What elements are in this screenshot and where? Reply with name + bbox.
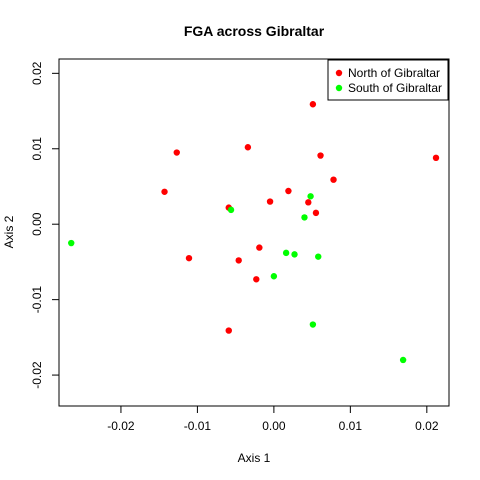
point-south — [301, 214, 308, 221]
point-south — [291, 251, 298, 258]
point-north — [244, 144, 252, 151]
point-south — [68, 239, 75, 247]
x-tick-label: -0.01 — [184, 419, 212, 433]
point-north — [305, 199, 312, 206]
point-south — [399, 356, 407, 364]
point-south — [307, 193, 314, 200]
legend-label-north: North of Gibraltar — [348, 66, 440, 80]
point-south — [227, 206, 235, 214]
point-north — [266, 198, 274, 205]
x-tick-label: 0.01 — [339, 419, 363, 433]
point-south — [270, 273, 278, 280]
point-north — [285, 187, 292, 195]
y-tick-label: 0.02 — [30, 61, 44, 85]
point-north — [317, 152, 324, 159]
y-axis-label: Axis 2 — [2, 215, 16, 248]
x-tick-label: 0.02 — [415, 419, 439, 433]
point-north — [330, 176, 337, 183]
x-axis-label: Axis 1 — [238, 451, 271, 465]
point-north — [173, 149, 180, 156]
legend: North of Gibraltar South of Gibraltar — [327, 59, 449, 101]
legend-box — [327, 59, 449, 101]
y-tick-label: -0.01 — [30, 286, 44, 314]
point-north — [256, 244, 263, 251]
y-tick-label: 0.01 — [30, 137, 44, 161]
data-points — [68, 101, 440, 364]
y-axis: -0.02 -0.01 0.00 0.01 0.02 — [30, 61, 60, 389]
point-north — [309, 101, 317, 108]
legend-marker-north — [335, 69, 343, 77]
point-south — [315, 253, 322, 260]
plot-frame — [58, 58, 450, 407]
point-north — [432, 154, 440, 162]
x-tick-label: -0.02 — [107, 419, 135, 433]
point-north — [312, 209, 320, 217]
point-north — [253, 276, 260, 283]
y-tick-label: -0.02 — [30, 361, 44, 389]
point-south — [282, 249, 290, 257]
x-tick-label: 0.00 — [262, 419, 286, 433]
chart-title: FGA across Gibraltar — [184, 23, 325, 39]
x-axis: -0.02 -0.01 0.00 0.01 0.02 — [107, 405, 439, 433]
point-north — [225, 327, 232, 334]
legend-label-south: South of Gibraltar — [348, 81, 442, 95]
point-north — [161, 188, 168, 195]
point-south — [309, 321, 317, 328]
y-tick-label: 0.00 — [30, 212, 44, 236]
point-north — [235, 257, 242, 264]
point-north — [185, 254, 193, 262]
legend-marker-south — [335, 84, 343, 92]
